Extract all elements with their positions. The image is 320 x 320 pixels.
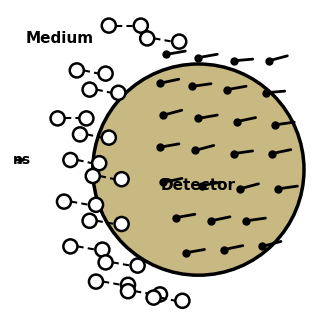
Circle shape	[99, 255, 113, 269]
Circle shape	[95, 243, 109, 257]
Circle shape	[63, 239, 77, 253]
Circle shape	[73, 127, 87, 141]
Circle shape	[70, 63, 84, 77]
Text: Detector: Detector	[161, 178, 236, 193]
Circle shape	[102, 131, 116, 145]
Circle shape	[140, 31, 154, 45]
Circle shape	[86, 169, 100, 183]
Circle shape	[134, 19, 148, 33]
Circle shape	[83, 214, 97, 228]
Circle shape	[172, 35, 186, 49]
Circle shape	[83, 83, 97, 97]
Circle shape	[51, 111, 65, 125]
Circle shape	[89, 275, 103, 289]
Circle shape	[63, 153, 77, 167]
Circle shape	[89, 198, 103, 212]
Circle shape	[153, 287, 167, 301]
Text: Medium: Medium	[26, 31, 94, 46]
Circle shape	[111, 86, 125, 100]
Circle shape	[92, 156, 106, 170]
Circle shape	[121, 284, 135, 298]
Circle shape	[115, 217, 129, 231]
Circle shape	[57, 195, 71, 209]
Circle shape	[121, 278, 135, 292]
Circle shape	[79, 111, 93, 125]
Circle shape	[175, 294, 189, 308]
Circle shape	[99, 67, 113, 81]
Circle shape	[131, 259, 145, 273]
Circle shape	[102, 19, 116, 33]
Circle shape	[115, 172, 129, 186]
Text: ns: ns	[13, 153, 31, 167]
Circle shape	[147, 291, 161, 305]
Circle shape	[93, 64, 304, 275]
